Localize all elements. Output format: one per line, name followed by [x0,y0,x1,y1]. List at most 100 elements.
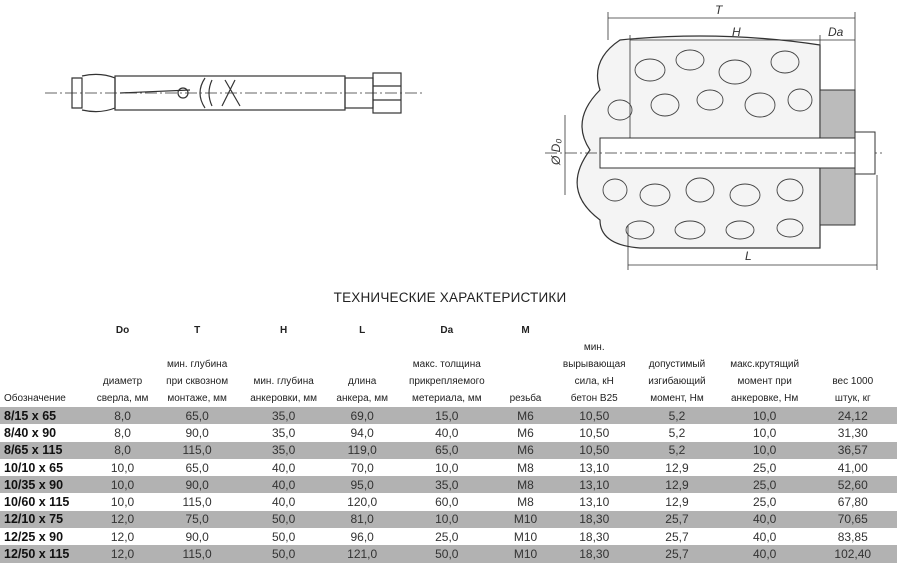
table-row: 12/10 x 75 12,0 75,0 50,0 81,0 10,0 M10 18,30 25… [0,510,897,529]
table-cell: 15,0 [397,407,496,425]
table-cell: 70,0 [350,460,374,475]
column-description-line: монтаже, мм [167,393,227,404]
column-description-line: анкеровке, Нм [731,393,799,404]
column-header: допустимый изгибающий момент, Нм [633,322,721,407]
column-symbol: Da [440,325,454,336]
table-cell: 10,0 [752,425,777,440]
designation-cell: 10/60 x 115 [4,495,70,510]
table-cell: 8,0 [91,407,154,425]
column-header: вес 1000 штук, кг [809,322,897,407]
column-description-line [633,339,721,356]
column-description-line: длина [348,376,377,387]
column-description-line: момент при [737,376,792,387]
column-description-line: анкера, мм [336,393,388,404]
column-description-line [4,339,92,356]
column-description-line: при сквозном [166,376,229,387]
column-description-line: бетон B25 [570,393,618,404]
table-cell: 10,50 [555,441,634,459]
table-cell: 115,0 [182,495,212,510]
table-cell: 121,0 [326,545,398,563]
anchor-drawings: T H Da L Ø D₀ [45,3,885,270]
column-description-line [92,339,154,356]
column-description-line: вырывающая [562,359,626,370]
table-cell: 12,9 [633,476,721,494]
column-description-line [326,356,398,373]
table-cell: 13,10 [579,495,610,510]
column-description-line: анкеровки, мм [250,393,318,404]
table-cell: 8,0 [114,425,131,440]
table-cell: 41,00 [837,460,868,475]
table-cell: 50,0 [271,529,296,544]
table-cell: 25,0 [720,476,809,494]
designation-cell: 12/25 x 90 [4,529,64,544]
table-cell: 18,30 [555,545,634,563]
column-symbol: H [280,325,288,336]
table-cell: 10,0 [91,476,154,494]
table-cell: 90,0 [185,425,209,440]
table-cell: 81,0 [326,510,398,529]
table-cell: 50,0 [240,545,327,563]
column-description-line: резьба [509,393,542,404]
table-row: 10/10 x 65 10,0 65,0 40,0 70,0 10,0 M8 13,10 12,… [0,459,897,476]
table-cell: 65,0 [185,460,209,475]
table-cell: 50,0 [397,545,496,563]
table-cell: 40,0 [435,425,459,440]
table-cell: 18,30 [555,510,634,529]
column-description-line [496,356,556,373]
table-cell: 10,0 [110,460,135,475]
table-cell: 94,0 [350,425,374,440]
table-cell: 24,12 [808,407,897,425]
designation-cell: 10/10 x 65 [4,460,64,475]
table-cell: 65,0 [397,441,496,459]
table-cell: 8,0 [91,441,154,459]
column-description-line: метериала, мм [412,393,482,404]
table-cell: 18,30 [579,529,610,544]
table-cell: 40,0 [271,460,296,475]
table-cell: 119,0 [326,441,398,459]
table-cell: 25,7 [665,529,689,544]
column-description-line [4,373,92,390]
column-header: Do диаметр сверла, мм [92,322,154,407]
table-cell: 35,0 [240,441,327,459]
table-row: 12/50 x 115 12,0 115,0 50,0 121,0 50,0 M10 18,3… [0,545,897,563]
table-cell: 36,57 [808,441,897,459]
table-cell: M6 [517,425,534,440]
column-description-line [721,339,809,356]
designation-cell: 10/35 x 90 [0,476,92,494]
column-header: мин. вырывающая сила, кН бетон B25 [555,322,633,407]
table-cell: 40,0 [720,510,809,529]
table-row: 10/60 x 115 10,0 115,0 40,0 120,0 60,0 M8 13,10… [0,493,897,510]
table-cell: 25,7 [633,510,721,529]
table-cell: 10,50 [555,407,634,425]
column-description-line [809,356,897,373]
table-row: 10/35 x 90 10,0 90,0 40,0 95,0 35,0 M8 13,10 12,… [0,476,897,494]
table-cell: M10 [513,529,538,544]
table-cell: 70,65 [808,510,897,529]
table-cell: M8 [495,476,556,494]
table-cell: 5,2 [668,425,686,440]
column-header: макс.крутящий момент при анкеровке, Нм [721,322,809,407]
table-cell: 10,0 [720,441,809,459]
table-cell: 90,0 [185,529,209,544]
table-cell: M10 [495,510,556,529]
table-cell: 31,30 [837,425,868,440]
table-cell: M10 [495,545,556,563]
column-symbol [721,322,809,339]
table-cell: 60,0 [435,495,459,510]
table-cell: M8 [517,495,534,510]
table-cell: 25,0 [435,529,459,544]
column-header: Обозначение [0,322,92,407]
table-cell: 10,0 [397,510,496,529]
column-description-line: мин. глубина [166,359,228,370]
column-symbol: Do [115,325,130,336]
table-cell: 35,0 [271,425,296,440]
column-description-line [496,339,556,356]
column-description-line: сверла, мм [96,393,149,404]
column-symbol: M [521,325,530,336]
column-description-line [326,339,398,356]
table-cell: 40,0 [752,529,777,544]
column-description-line [241,356,327,373]
